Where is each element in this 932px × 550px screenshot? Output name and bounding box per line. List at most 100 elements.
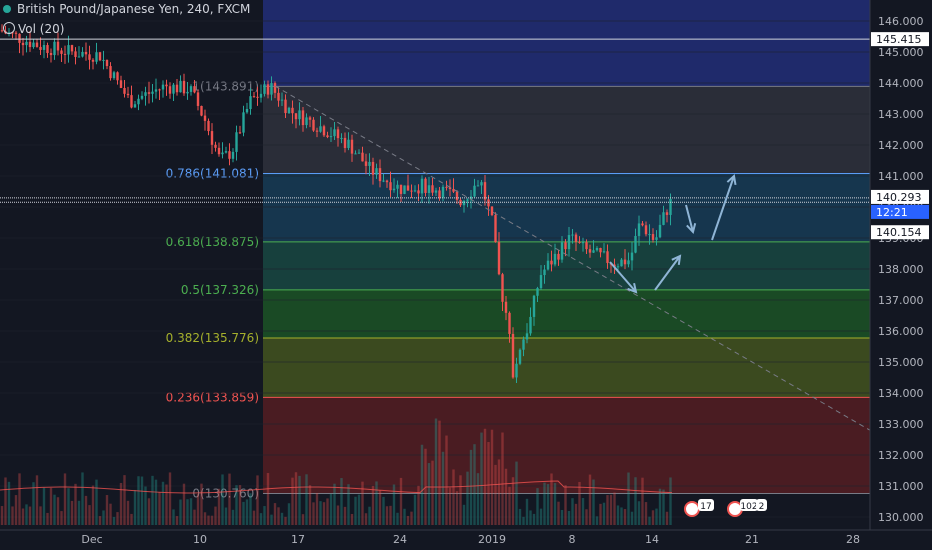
volume-legend[interactable]: Vol (20) (3, 22, 64, 36)
volume-bar (406, 515, 410, 525)
time-tick-label: Dec (81, 533, 102, 546)
price-tick-label: 133.000 (878, 418, 924, 431)
candle-body (340, 137, 343, 139)
volume-bar (21, 508, 25, 525)
volume-bar (550, 473, 553, 525)
volume-bar (627, 472, 630, 525)
candle-body (651, 234, 655, 240)
volume-bar (161, 481, 165, 525)
volume-bar (252, 510, 256, 525)
candle-body (396, 184, 399, 189)
volume-bar (571, 498, 574, 525)
fib-level-label: 0.618(138.875) (166, 235, 259, 249)
volume-bar (158, 492, 161, 525)
volume-bar (119, 482, 123, 525)
time-axis[interactable]: Dec 10 17 24 2019 8 14 21 28 (0, 529, 932, 550)
volume-bar (182, 483, 186, 525)
candle-body (165, 84, 168, 87)
volume-bar (595, 516, 599, 525)
symbol-header[interactable]: British Pound/Japanese Yen, 240, FXCM (0, 0, 250, 18)
price-tick-label: 135.000 (878, 356, 924, 369)
candle-body (259, 93, 263, 98)
volume-bar (438, 420, 441, 525)
candle-body (280, 99, 284, 101)
volume-ma-line (0, 480, 673, 494)
candle-body (186, 91, 189, 94)
volume-bar (487, 442, 490, 525)
candle-body (378, 168, 382, 182)
candle-body (413, 190, 417, 192)
volume-bar (494, 464, 497, 525)
volume-bar (578, 481, 581, 525)
volume-bar (49, 487, 53, 525)
volume-bar (270, 514, 273, 525)
candle-body (252, 96, 256, 98)
price-axis[interactable]: 146.000 145.000 144.000 143.000 142.000 141.0… (869, 0, 932, 530)
volume-bar (154, 479, 158, 525)
drawings[interactable]: 17 102 2 (0, 38, 871, 517)
projection-arrow (685, 204, 694, 233)
candle-body (655, 237, 658, 240)
volume-bar (266, 473, 270, 525)
fib-level-label: 0.786(141.081) (166, 166, 259, 180)
candle-body (182, 80, 186, 94)
candle-body (67, 45, 70, 55)
volume-bar (84, 495, 88, 525)
candle-body (116, 72, 119, 81)
fib-level-label: 0.5(137.326) (181, 283, 259, 297)
candle-body (634, 235, 637, 253)
candle-body (112, 72, 116, 79)
price-label-bg (871, 225, 929, 240)
candle-body (497, 242, 501, 275)
time-tick-label: 8 (569, 533, 576, 546)
candle-body (11, 32, 14, 34)
fibonacci-bands[interactable]: 1(143.891) 0.786(141.081) 0.618(138.875) 0.… (166, 0, 870, 500)
volume-bar (231, 509, 235, 525)
volume-bar (228, 473, 231, 525)
volume-bar (238, 485, 242, 525)
candle-body (140, 95, 144, 99)
candle-body (361, 152, 364, 162)
candle-body (637, 223, 641, 236)
candle-body (200, 105, 203, 116)
time-tick-label: 10 (193, 533, 207, 546)
candle-body (46, 45, 49, 53)
volume-bar (532, 513, 536, 525)
volume-bar (144, 486, 147, 525)
volume-bar (630, 511, 634, 525)
volume-bar (203, 512, 207, 525)
volume-bar (644, 502, 648, 525)
candle-body (644, 225, 648, 235)
candle-body (207, 120, 210, 132)
event-count-badge (740, 499, 758, 511)
price-label-bg (871, 32, 929, 47)
volume-bar (151, 475, 154, 525)
volume-bar (308, 485, 312, 525)
volume-bar (462, 504, 466, 525)
volume-bar (658, 488, 662, 525)
volume-bar (592, 479, 595, 525)
fib-band-extension (263, 0, 870, 87)
candle-body (14, 32, 18, 34)
volume-bar (67, 488, 70, 525)
candle-body (536, 288, 539, 296)
candle-body (641, 223, 644, 226)
candle-body (193, 86, 196, 93)
volume-bar (81, 472, 84, 525)
volume-bar (392, 484, 396, 525)
candle-body (529, 316, 532, 334)
volume-bar (585, 509, 588, 525)
volume-bar (133, 489, 137, 525)
volume-bar (249, 493, 252, 525)
candle-body (543, 269, 546, 276)
candle-body (336, 129, 340, 139)
candle-body (364, 161, 368, 166)
volume-bar (403, 508, 406, 525)
volume-bar (18, 473, 21, 525)
volume-bar (336, 505, 340, 525)
candle-body (179, 80, 182, 93)
candle-body (151, 91, 154, 94)
candle-body (126, 93, 130, 96)
volume-bar (581, 498, 585, 525)
